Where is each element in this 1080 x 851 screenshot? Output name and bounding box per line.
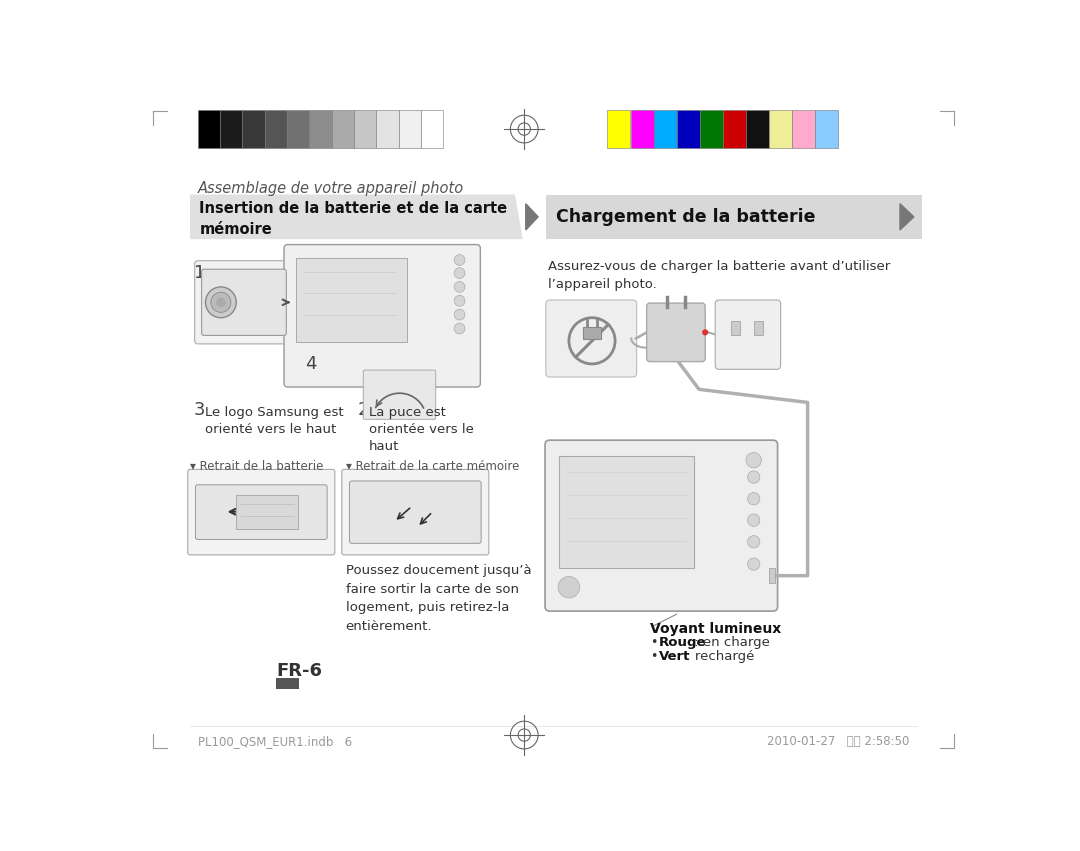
Bar — [815, 110, 838, 148]
Text: : rechargé: : rechargé — [683, 650, 755, 664]
Bar — [198, 110, 220, 148]
Text: Insertion de la batterie et de la carte
mémoire: Insertion de la batterie et de la carte … — [200, 202, 508, 237]
Text: Poussez doucement jusqu’à
faire sortir la carte de son
logement, puis retirez-la: Poussez doucement jusqu’à faire sortir l… — [346, 564, 531, 632]
Bar — [296, 258, 407, 342]
Text: Assurez-vous de charger la batterie avant d’utiliser
l’appareil photo.: Assurez-vous de charger la batterie avan… — [549, 260, 890, 292]
FancyBboxPatch shape — [715, 300, 781, 369]
Circle shape — [455, 309, 465, 320]
Circle shape — [211, 292, 231, 312]
FancyBboxPatch shape — [647, 303, 705, 362]
Polygon shape — [545, 195, 921, 239]
Bar — [237, 494, 298, 529]
Circle shape — [747, 471, 760, 483]
Bar — [421, 110, 444, 148]
FancyBboxPatch shape — [194, 260, 294, 344]
Bar — [730, 321, 740, 334]
Bar — [631, 110, 653, 148]
Bar — [754, 321, 762, 334]
FancyBboxPatch shape — [545, 440, 778, 611]
FancyBboxPatch shape — [363, 370, 435, 420]
Text: : en charge: : en charge — [690, 637, 770, 649]
Circle shape — [702, 329, 708, 335]
Text: 4: 4 — [306, 355, 318, 373]
Text: 2010-01-27   오후 2:58:50: 2010-01-27 오후 2:58:50 — [767, 735, 909, 748]
FancyBboxPatch shape — [202, 269, 286, 335]
Bar — [276, 678, 299, 688]
Bar — [769, 110, 793, 148]
Circle shape — [747, 514, 760, 527]
Text: FR-6: FR-6 — [276, 662, 322, 680]
Circle shape — [216, 298, 226, 307]
Circle shape — [747, 535, 760, 548]
Bar — [354, 110, 377, 148]
Text: Rouge: Rouge — [659, 637, 706, 649]
Text: Voyant lumineux: Voyant lumineux — [650, 622, 781, 636]
Circle shape — [455, 254, 465, 266]
Text: Chargement de la batterie: Chargement de la batterie — [556, 208, 815, 226]
Text: ▾ Retrait de la carte mémoire: ▾ Retrait de la carte mémoire — [346, 460, 519, 473]
Polygon shape — [526, 203, 538, 230]
Text: Vert: Vert — [659, 650, 690, 664]
Bar — [242, 110, 265, 148]
Text: Le logo Samsung est
orienté vers le haut: Le logo Samsung est orienté vers le haut — [205, 406, 345, 437]
Text: La puce est
orientée vers le
haut: La puce est orientée vers le haut — [368, 406, 473, 454]
Bar — [653, 110, 677, 148]
Polygon shape — [190, 195, 523, 239]
Circle shape — [558, 576, 580, 598]
Text: 1: 1 — [194, 264, 205, 282]
Bar — [287, 110, 309, 148]
Circle shape — [455, 282, 465, 292]
Bar — [220, 110, 242, 148]
Text: Assemblage de votre appareil photo: Assemblage de votre appareil photo — [198, 181, 464, 197]
Bar — [265, 110, 287, 148]
Text: 3: 3 — [194, 401, 205, 419]
FancyBboxPatch shape — [350, 481, 481, 543]
Text: ▾ Retrait de la batterie: ▾ Retrait de la batterie — [190, 460, 323, 473]
Bar — [723, 110, 746, 148]
Bar — [332, 110, 354, 148]
Circle shape — [205, 287, 237, 317]
Circle shape — [455, 323, 465, 334]
Bar — [769, 568, 775, 584]
Circle shape — [746, 453, 761, 468]
Bar — [607, 110, 631, 148]
Text: 2: 2 — [357, 401, 368, 419]
Bar — [746, 110, 769, 148]
Circle shape — [455, 268, 465, 278]
Polygon shape — [900, 203, 914, 230]
Circle shape — [455, 295, 465, 306]
FancyBboxPatch shape — [284, 244, 481, 387]
Bar — [377, 110, 399, 148]
Circle shape — [747, 558, 760, 570]
FancyBboxPatch shape — [545, 300, 636, 377]
Bar — [309, 110, 332, 148]
FancyBboxPatch shape — [188, 470, 335, 555]
Bar — [677, 110, 700, 148]
Bar — [793, 110, 815, 148]
FancyBboxPatch shape — [341, 470, 489, 555]
Bar — [399, 110, 421, 148]
Bar — [558, 456, 693, 568]
Circle shape — [747, 493, 760, 505]
Text: •: • — [650, 637, 657, 649]
Text: •: • — [650, 650, 657, 664]
Bar — [700, 110, 723, 148]
Text: PL100_QSM_EUR1.indb   6: PL100_QSM_EUR1.indb 6 — [198, 735, 352, 748]
Bar — [583, 327, 602, 340]
FancyBboxPatch shape — [195, 485, 327, 540]
